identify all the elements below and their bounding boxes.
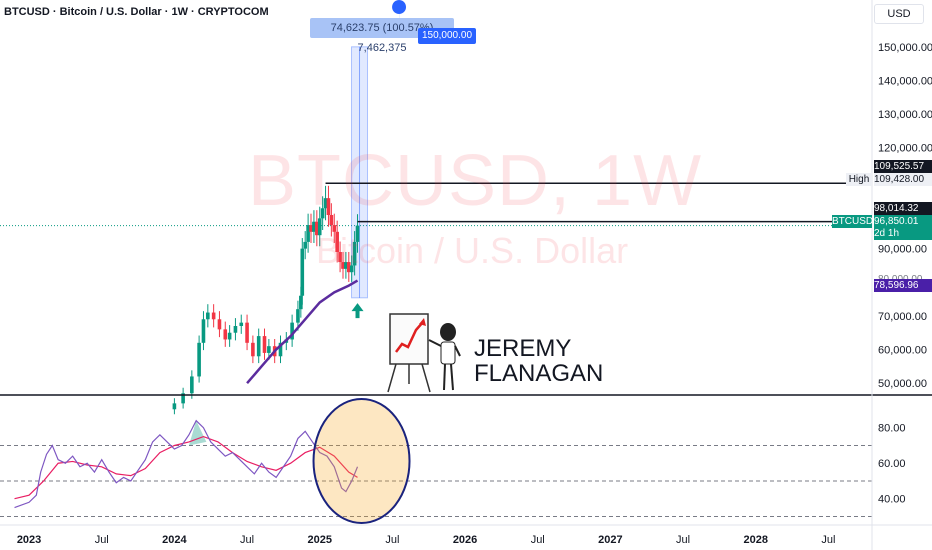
- price-tick-label: 140,000.00: [878, 75, 932, 87]
- presenter-figure-icon: [428, 323, 461, 391]
- easel-icon: [387, 313, 431, 393]
- candle-body: [303, 241, 307, 249]
- candle-body: [315, 221, 319, 236]
- time-tick-label: 2026: [453, 534, 477, 546]
- candle-body: [172, 403, 177, 410]
- rsi-ma-line: [14, 435, 358, 500]
- currency-selector[interactable]: USD: [874, 4, 924, 24]
- author-last-name: FLANAGAN: [474, 360, 604, 387]
- rsi-tick-label: 40.00: [878, 494, 906, 506]
- target-price-label[interactable]: 150,000.00: [418, 28, 476, 44]
- symbol-tag: BTCUSD: [832, 215, 874, 228]
- current-price-tag: 96,850.01: [874, 215, 932, 228]
- price-tick-label: 150,000.00: [878, 42, 932, 54]
- time-tick-label: 2025: [307, 534, 331, 546]
- up-arrow-icon: [351, 303, 364, 319]
- candle-body: [323, 198, 328, 209]
- candle-body: [306, 225, 310, 242]
- candle-body: [190, 376, 194, 394]
- chart-title: BTCUSD · Bitcoin / U.S. Dollar · 1W · CR…: [4, 6, 269, 18]
- candle-body: [211, 312, 216, 320]
- candle-body: [278, 342, 283, 357]
- candle-body: [256, 336, 261, 357]
- time-tick-label: Jul: [821, 534, 835, 546]
- candle-body: [338, 252, 342, 263]
- high-level-tag: 109,428.00: [874, 173, 932, 186]
- candle-body: [227, 332, 232, 340]
- candle-body: [335, 231, 339, 252]
- price-tick-label: 90,000.00: [878, 244, 927, 256]
- candle-body: [320, 208, 325, 219]
- watermark-symbol: BTCUSD, 1W: [248, 141, 703, 221]
- candle-body: [233, 326, 238, 333]
- candle-body: [262, 336, 267, 353]
- author-name: JEREMY FLANAGAN: [474, 336, 603, 386]
- candle-body: [296, 309, 300, 323]
- candle-body: [206, 312, 210, 320]
- candle-body: [197, 342, 201, 377]
- price-tick-label: 70,000.00: [878, 311, 927, 323]
- candle-body: [251, 342, 255, 357]
- high-price-tag: 109,525.57: [874, 160, 932, 173]
- author-first-name: JEREMY: [474, 335, 572, 362]
- candle-body: [312, 221, 316, 232]
- price-tick-label: 60,000.00: [878, 345, 927, 357]
- time-tick-label: Jul: [676, 534, 690, 546]
- candle-body: [267, 346, 271, 353]
- time-tick-label: Jul: [531, 534, 545, 546]
- time-tick-label: 2024: [162, 534, 187, 546]
- rsi-line: [14, 419, 359, 509]
- time-tick-label: 2028: [743, 534, 767, 546]
- candle-body: [329, 215, 334, 226]
- candle-body: [181, 393, 185, 404]
- high-label-tag: High: [846, 173, 872, 186]
- candle-body: [332, 225, 337, 232]
- time-tick-label: Jul: [95, 534, 109, 546]
- time-tick-label: Jul: [240, 534, 254, 546]
- candle-body: [317, 218, 322, 236]
- candle-body: [290, 322, 294, 340]
- candle-body: [217, 319, 222, 330]
- ma-tag: 78,596.96: [874, 279, 932, 292]
- candle-body: [309, 225, 313, 232]
- candle-body: [352, 241, 357, 266]
- candle-body: [201, 319, 206, 343]
- time-tick-label: 2023: [17, 534, 41, 546]
- candle-body: [245, 322, 249, 343]
- candle-body: [300, 248, 305, 296]
- presenter-illustration: [387, 313, 461, 393]
- candle-body: [239, 322, 244, 326]
- candle-body: [223, 329, 228, 340]
- overbought-fill: [188, 420, 207, 446]
- price-tick-label: 120,000.00: [878, 143, 932, 155]
- candle-body: [299, 295, 303, 310]
- highlight-circle: [312, 398, 411, 524]
- price-tick-label: 130,000.00: [878, 109, 932, 121]
- moving-average-line: [246, 279, 359, 384]
- rsi-tick-label: 60.00: [878, 458, 906, 470]
- candle-body: [347, 262, 351, 273]
- candle-body: [344, 262, 348, 269]
- candle-body: [326, 198, 331, 215]
- measure-pin-icon: [392, 0, 407, 33]
- countdown-tag: 2d 1h: [874, 227, 932, 240]
- time-tick-label: 2027: [598, 534, 622, 546]
- watermark-name: Bitcoin / U.S. Dollar: [316, 230, 629, 271]
- candle-body: [355, 225, 360, 242]
- time-tick-label: Jul: [385, 534, 399, 546]
- candle-body: [341, 262, 345, 269]
- rsi-tick-label: 80.00: [878, 423, 906, 435]
- candle-body: [349, 265, 354, 273]
- price-tick-label: 50,000.00: [878, 378, 927, 390]
- last-close-tag: 98,014.32: [874, 202, 932, 215]
